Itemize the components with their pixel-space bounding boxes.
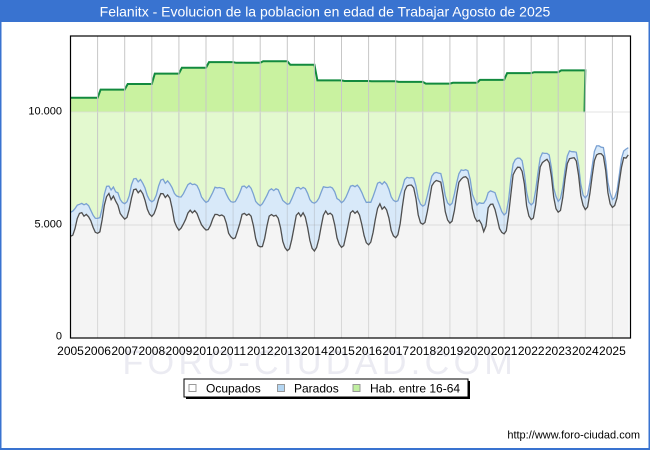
svg-text:2024: 2024 xyxy=(572,344,599,358)
svg-text:Ocupados: Ocupados xyxy=(206,382,261,396)
svg-text:2005: 2005 xyxy=(57,344,84,358)
svg-text:2016: 2016 xyxy=(355,344,382,358)
svg-text:2015: 2015 xyxy=(328,344,355,358)
svg-text:2008: 2008 xyxy=(138,344,165,358)
svg-text:2023: 2023 xyxy=(545,344,572,358)
svg-text:2017: 2017 xyxy=(382,344,409,358)
svg-text:2013: 2013 xyxy=(274,344,301,358)
svg-text:2009: 2009 xyxy=(166,344,193,358)
svg-text:2019: 2019 xyxy=(437,344,464,358)
svg-text:2018: 2018 xyxy=(409,344,436,358)
svg-text:2010: 2010 xyxy=(193,344,220,358)
svg-text:2025: 2025 xyxy=(599,344,626,358)
svg-text:2021: 2021 xyxy=(491,344,518,358)
svg-text:Hab. entre 16-64: Hab. entre 16-64 xyxy=(370,382,460,396)
svg-text:2022: 2022 xyxy=(518,344,545,358)
svg-text:Parados: Parados xyxy=(294,382,339,396)
svg-text:2007: 2007 xyxy=(111,344,138,358)
svg-text:2014: 2014 xyxy=(301,344,328,358)
svg-text:2006: 2006 xyxy=(84,344,111,358)
svg-text:Felanitx - Evolucion de la pob: Felanitx - Evolucion de la poblacion en … xyxy=(100,4,551,20)
svg-text:2011: 2011 xyxy=(220,344,246,358)
svg-text:2020: 2020 xyxy=(464,344,491,358)
svg-text:5.000: 5.000 xyxy=(34,219,62,231)
svg-text:http://www.foro-ciudad.com: http://www.foro-ciudad.com xyxy=(507,430,640,442)
svg-text:2012: 2012 xyxy=(247,344,274,358)
svg-text:10.000: 10.000 xyxy=(28,106,62,118)
svg-text:0: 0 xyxy=(56,331,62,343)
